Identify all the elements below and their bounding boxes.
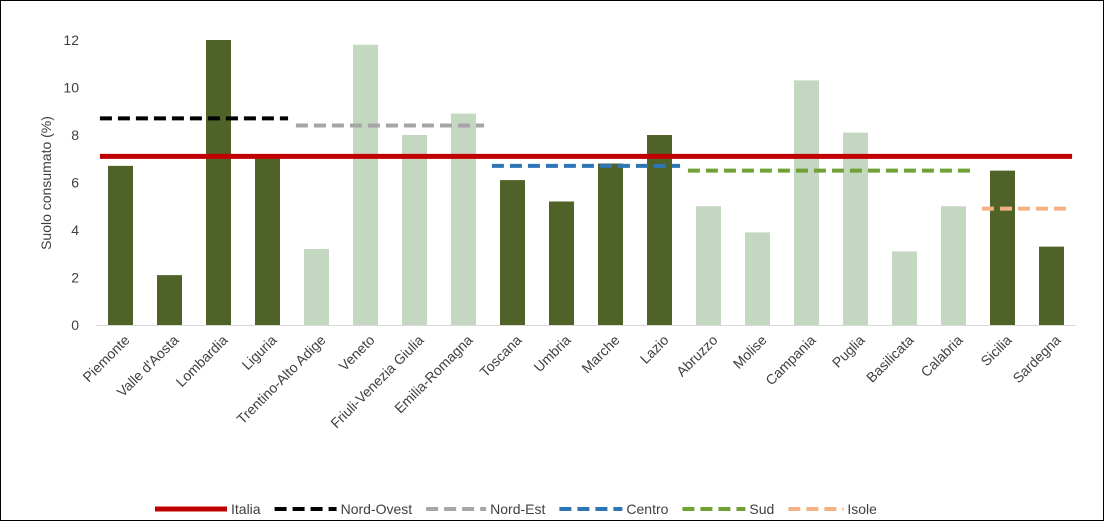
- legend-label: Isole: [847, 501, 877, 517]
- x-tick-label: Toscana: [476, 332, 524, 380]
- bar: [941, 206, 966, 325]
- bar: [353, 44, 378, 325]
- x-tick-label: Sardegna: [1009, 332, 1063, 386]
- bar: [696, 206, 721, 325]
- bar: [304, 249, 329, 325]
- x-tick-label: Lombardia: [173, 332, 231, 390]
- bar: [598, 163, 623, 325]
- bar: [451, 113, 476, 325]
- x-tick-label: Friuli-Venezia Giulia: [327, 332, 426, 431]
- bar: [1039, 246, 1064, 325]
- bar: [255, 154, 280, 325]
- x-tick-label: Abruzzo: [673, 332, 721, 380]
- x-tick-label: Trentino-Alto Adige: [233, 332, 328, 427]
- y-axis: 0 2 4 6 8 10 12: [63, 32, 1076, 333]
- y-tick-label: 12: [63, 32, 79, 48]
- bars: [108, 40, 1064, 325]
- legend-label: Nord-Ovest: [341, 501, 413, 517]
- bar: [647, 135, 672, 325]
- y-tick-label: 0: [71, 317, 79, 333]
- bar: [206, 40, 231, 325]
- bar: [843, 132, 868, 325]
- legend-label: Sud: [749, 501, 774, 517]
- bar: [500, 180, 525, 325]
- x-tick-label: Basilicata: [863, 332, 917, 386]
- reference-lines: [99, 116, 1073, 211]
- x-tick-label: Marche: [578, 332, 622, 376]
- bar: [549, 201, 574, 325]
- x-tick-label: Calabria: [917, 332, 965, 380]
- legend: Italia Nord-Ovest Nord-Est Centro Sud Isole: [155, 501, 877, 517]
- bar: [108, 165, 133, 325]
- bar: [745, 232, 770, 325]
- y-tick-label: 4: [71, 222, 79, 238]
- bar: [402, 135, 427, 325]
- x-tick-label: Liguria: [239, 332, 280, 373]
- legend-label: Nord-Est: [490, 501, 545, 517]
- legend-label: Italia: [231, 501, 261, 517]
- x-tick-label: Lazio: [637, 332, 672, 367]
- x-tick-label: Campania: [762, 332, 819, 389]
- y-tick-label: 6: [71, 175, 79, 191]
- x-tick-label: Umbria: [530, 332, 573, 375]
- legend-label: Centro: [626, 501, 668, 517]
- bar: [990, 170, 1015, 325]
- x-tick-label: Veneto: [335, 332, 377, 374]
- y-axis-title: Suolo consumato (%): [38, 116, 54, 250]
- x-tick-label: Puglia: [829, 332, 868, 371]
- y-tick-label: 10: [63, 80, 79, 96]
- y-tick-label: 8: [71, 127, 79, 143]
- bar: [157, 275, 182, 325]
- bar: [794, 80, 819, 325]
- x-tick-label: Sicilia: [977, 332, 1014, 369]
- bar: [892, 251, 917, 325]
- x-tick-label: Molise: [730, 332, 770, 372]
- y-tick-label: 2: [71, 270, 79, 286]
